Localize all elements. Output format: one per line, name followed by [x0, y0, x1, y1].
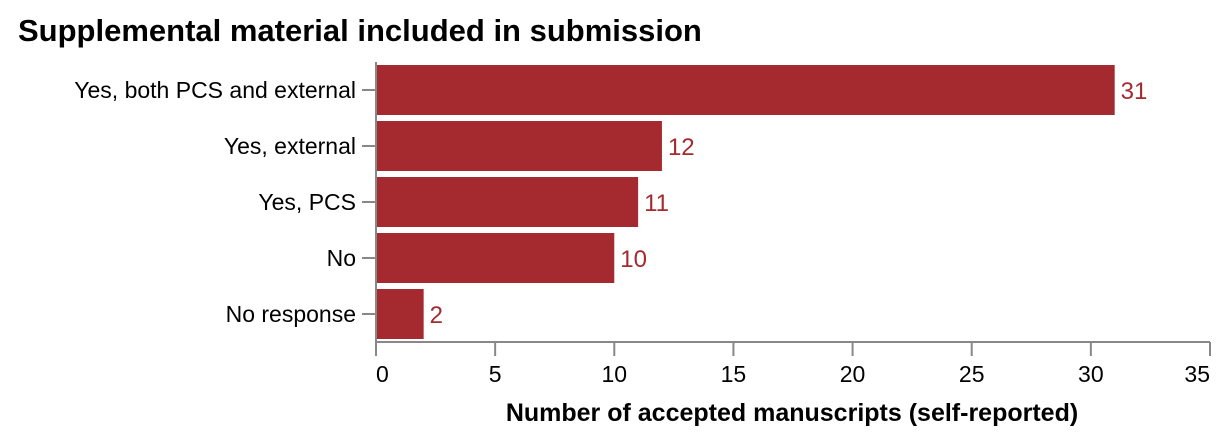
bar [376, 121, 662, 171]
x-axis: 0 5 10 15 20 25 30 35 [375, 341, 1211, 387]
x-tick-label: 30 [1078, 361, 1104, 387]
data-label: 10 [620, 246, 647, 273]
x-tick-label: 25 [959, 361, 985, 387]
data-label: 2 [430, 302, 443, 329]
x-tick-label: 5 [489, 361, 502, 387]
y-tick-label: Yes, PCS [258, 189, 356, 215]
data-label: 11 [644, 190, 669, 217]
x-tick-label: 10 [601, 361, 627, 387]
y-tick-label: Yes, both PCS and external [74, 77, 356, 103]
data-label: 12 [668, 134, 695, 161]
x-tick-label: 20 [840, 361, 866, 387]
y-tick-label: Yes, external [224, 133, 356, 159]
bar [376, 177, 639, 227]
x-tick-label: 0 [376, 361, 389, 387]
bar [376, 233, 615, 283]
x-axis-title: Number of accepted manuscripts (self-rep… [506, 399, 1078, 427]
x-tick-label: 15 [721, 361, 747, 387]
x-tick-label: 35 [1184, 361, 1210, 387]
chart-title: Supplemental material included in submis… [18, 13, 702, 48]
y-tick-label: No [327, 245, 356, 271]
bar [376, 65, 1115, 115]
bar [376, 289, 424, 339]
y-axis: Yes, both PCS and external Yes, external Y… [74, 62, 377, 342]
bars-group: 31 12 11 10 2 [376, 65, 1147, 339]
y-tick-label: No response [226, 301, 356, 327]
data-label: 31 [1121, 78, 1148, 105]
